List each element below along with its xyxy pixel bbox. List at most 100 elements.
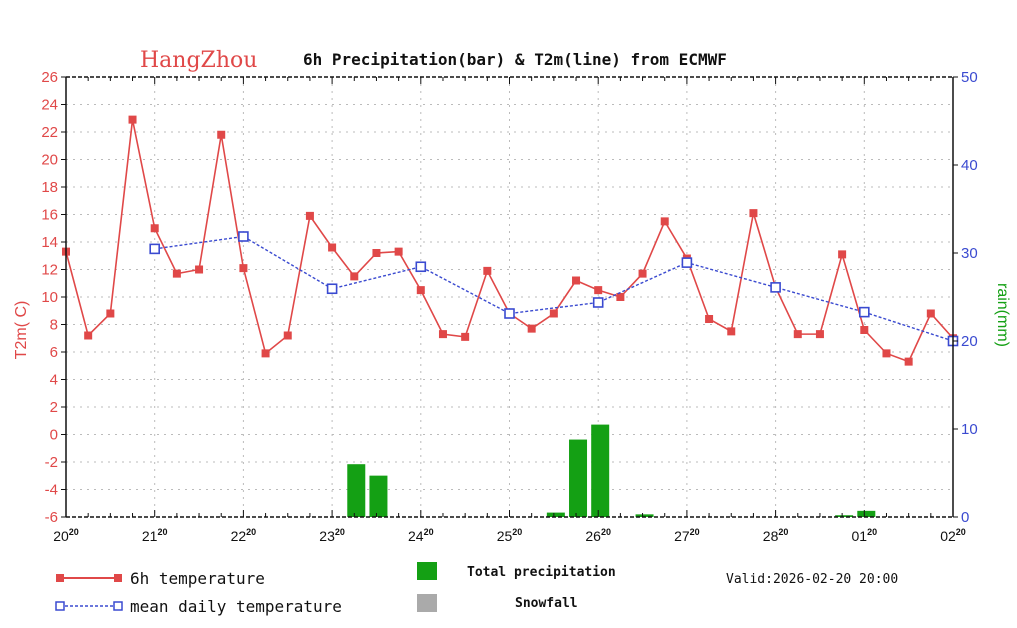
y-tick-label-left: 24 bbox=[41, 97, 58, 114]
y-tick-label-left: -2 bbox=[45, 454, 58, 471]
y-tick-label-left: 18 bbox=[41, 179, 58, 196]
temp-6h-point bbox=[283, 331, 292, 340]
chart-title: 6h Precipitation(bar) & T2m(line) from E… bbox=[303, 50, 727, 69]
y-tick-label-left: 26 bbox=[41, 69, 58, 86]
y-tick-label-right: 20 bbox=[961, 333, 978, 350]
temp-6h-point bbox=[527, 324, 536, 333]
temp-6h-point bbox=[926, 309, 935, 318]
legend-6h-temperature: 6h temperature bbox=[130, 569, 265, 588]
legend-snow-swatch bbox=[417, 594, 437, 612]
precip-bar bbox=[369, 475, 388, 517]
legend-mean-marker bbox=[113, 601, 123, 611]
temp-6h-point bbox=[660, 217, 669, 226]
precip-bar bbox=[569, 439, 588, 517]
legend-mean-daily-temperature: mean daily temperature bbox=[130, 597, 342, 616]
temp-6h-point bbox=[594, 286, 603, 295]
temp-mean-point bbox=[681, 257, 693, 268]
temp-6h-point bbox=[372, 249, 381, 257]
temp-6h-point bbox=[815, 330, 824, 339]
y-tick-label-left: 20 bbox=[41, 152, 58, 169]
y-tick-label-left: 10 bbox=[41, 289, 58, 306]
axes: -6-4-20246810121416182022242601020304050… bbox=[41, 69, 977, 544]
y-tick-label-left: 2 bbox=[50, 399, 58, 416]
x-tick-label: 2720 bbox=[674, 527, 700, 544]
temp-6h-point bbox=[572, 276, 581, 285]
temp-6h-point bbox=[217, 130, 226, 139]
temp-6h-point bbox=[239, 264, 248, 273]
x-tick-label: 2820 bbox=[763, 527, 789, 544]
x-tick-label: 0220 bbox=[940, 527, 966, 544]
y-tick-label-left: 12 bbox=[41, 262, 58, 279]
precip-bar bbox=[857, 510, 876, 517]
precip-bar bbox=[546, 512, 565, 517]
y-tick-label-left: -6 bbox=[45, 509, 58, 526]
legend: 6h temperature mean daily temperature To… bbox=[55, 562, 898, 616]
temp-6h-point bbox=[438, 330, 447, 339]
legend-temp-marker bbox=[56, 574, 64, 582]
y-tick-label-left: 14 bbox=[41, 234, 58, 251]
temp-6h-point bbox=[616, 293, 625, 301]
legend-precip-swatch bbox=[417, 562, 437, 580]
temp-6h-point bbox=[328, 243, 337, 252]
y-tick-label-left: 22 bbox=[41, 124, 58, 141]
title-city: HangZhou bbox=[140, 48, 257, 73]
temp-6h-point bbox=[394, 247, 403, 256]
temp-6h-point bbox=[172, 269, 181, 278]
y-tick-label-right: 30 bbox=[961, 245, 978, 262]
temp-6h-point bbox=[705, 315, 714, 323]
x-tick-label: 0120 bbox=[852, 527, 878, 544]
temp-6h-point bbox=[860, 326, 869, 334]
temp-6h-point bbox=[128, 115, 137, 124]
x-tick-label: 2120 bbox=[142, 527, 168, 544]
y-label-right: rain(mm) bbox=[994, 283, 1011, 347]
y-tick-label-left: 0 bbox=[50, 427, 58, 444]
temp-6h-point bbox=[882, 349, 891, 358]
temp-mean-point bbox=[858, 306, 870, 318]
y-tick-label-left: 16 bbox=[41, 207, 58, 224]
temp-mean-point bbox=[592, 297, 604, 308]
temp-6h-point bbox=[904, 357, 913, 366]
y-label-left: T2m( C) bbox=[13, 301, 30, 360]
x-tick-label: 2620 bbox=[585, 527, 611, 544]
x-tick-label: 2520 bbox=[497, 527, 523, 544]
temp-6h-point bbox=[150, 224, 159, 233]
x-tick-label: 2020 bbox=[53, 527, 79, 544]
temp-6h-point bbox=[305, 211, 314, 220]
temp-6h-point bbox=[84, 331, 93, 340]
grid bbox=[66, 77, 953, 517]
y-tick-label-left: -4 bbox=[45, 482, 58, 499]
temp-6h-point bbox=[549, 309, 558, 318]
precip-bar bbox=[347, 464, 366, 517]
y-tick-label-left: 8 bbox=[50, 317, 58, 334]
temp-6h-point bbox=[749, 209, 758, 218]
temp-6h-point bbox=[106, 309, 115, 318]
temp-mean-point bbox=[415, 261, 427, 273]
precip-bar bbox=[835, 515, 854, 517]
legend-temp-marker bbox=[114, 574, 122, 582]
temp-6h-point bbox=[350, 272, 359, 281]
temp-mean-point bbox=[770, 282, 781, 293]
precip-bar bbox=[635, 514, 654, 517]
temp-6h-point bbox=[195, 265, 204, 274]
valid-time: Valid:2026-02-20 20:00 bbox=[726, 572, 898, 587]
temp-mean-point bbox=[504, 308, 515, 319]
temp-6h-point bbox=[638, 269, 647, 278]
temp-6h-point bbox=[461, 332, 470, 341]
temp-6h-point bbox=[261, 349, 270, 358]
temp-6h-point bbox=[483, 266, 492, 275]
x-tick-label: 2320 bbox=[319, 527, 345, 544]
temp-mean-point bbox=[326, 283, 338, 295]
precip-bars bbox=[347, 424, 876, 517]
y-tick-label-left: 6 bbox=[50, 344, 58, 361]
temp-6h-point bbox=[416, 286, 425, 295]
temp-mean-point bbox=[149, 243, 160, 255]
x-tick-label: 2420 bbox=[408, 527, 434, 544]
temperature-lines bbox=[62, 115, 959, 366]
y-tick-label-left: 4 bbox=[50, 372, 58, 389]
temp-6h-point bbox=[793, 330, 802, 339]
temp-6h-point bbox=[838, 250, 847, 259]
y-tick-label-right: 40 bbox=[961, 157, 978, 174]
x-tick-label: 2220 bbox=[231, 527, 257, 544]
y-tick-label-right: 10 bbox=[961, 421, 978, 438]
